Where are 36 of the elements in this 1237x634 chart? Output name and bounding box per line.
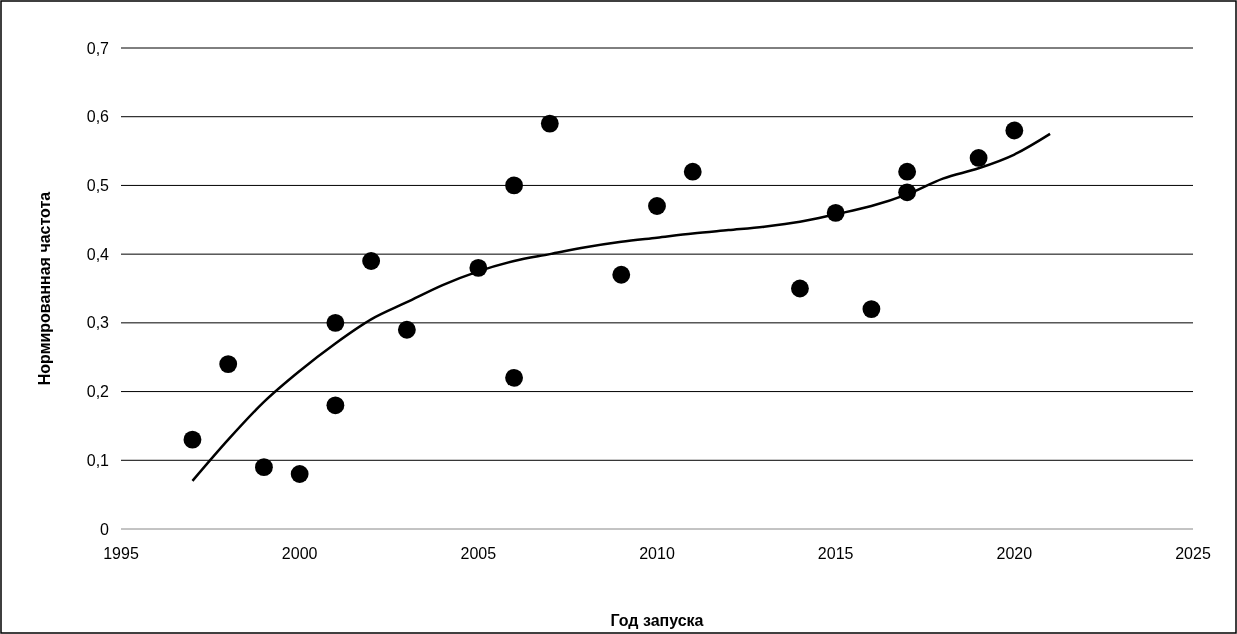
- point: [648, 197, 666, 215]
- point: [255, 458, 273, 477]
- x-tick-label: 2020: [996, 545, 1033, 562]
- point: [1005, 121, 1024, 140]
- y-axis-title: Нормированная частота: [36, 191, 53, 386]
- x-tick-label: 2025: [1175, 545, 1211, 562]
- y-tick-label: 0,1: [86, 451, 110, 469]
- point: [397, 320, 416, 339]
- y-tick-label: 0,3: [86, 314, 110, 332]
- point: [898, 162, 917, 181]
- x-tick-label: 2015: [817, 545, 854, 562]
- y-tick-label: 0,2: [86, 383, 110, 401]
- point: [326, 396, 345, 415]
- point: [791, 279, 809, 298]
- y-tick-label: 0,4: [86, 245, 110, 263]
- x-tick-label: 1995: [103, 545, 139, 562]
- point: [219, 355, 238, 373]
- x-tick-label: 2010: [639, 545, 675, 562]
- point: [326, 313, 345, 332]
- y-tick-label: 0: [100, 520, 110, 538]
- point: [362, 252, 381, 270]
- point: [683, 162, 702, 181]
- point: [505, 176, 523, 195]
- x-tick-label: 2005: [460, 545, 497, 562]
- point: [505, 368, 523, 387]
- y-tick-label: 0,7: [86, 39, 110, 57]
- y-tick-label: 0,5: [86, 177, 110, 195]
- x-axis-title: Год запуска: [610, 612, 704, 629]
- x-tick-label: 2000: [281, 545, 318, 562]
- point: [183, 430, 202, 449]
- point: [540, 114, 559, 133]
- y-tick-label: 0,6: [86, 108, 110, 126]
- point: [969, 149, 988, 167]
- point: [612, 265, 631, 284]
- point: [290, 465, 309, 483]
- point: [862, 300, 881, 319]
